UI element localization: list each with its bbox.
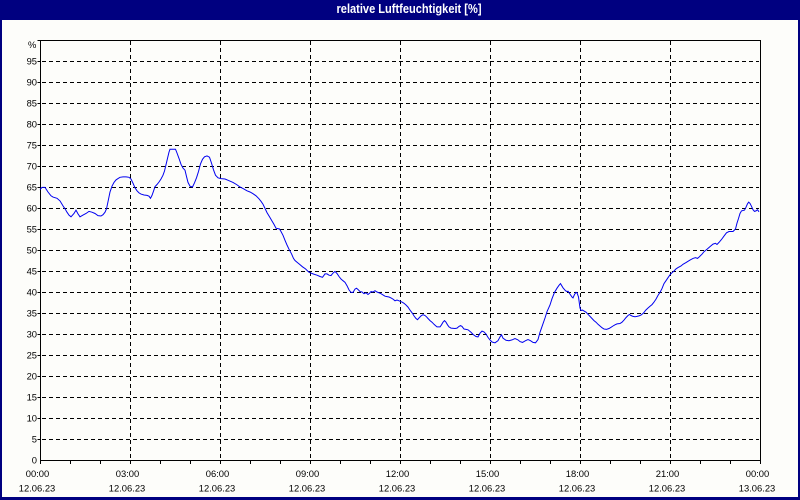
svg-text:12.06.23: 12.06.23 xyxy=(559,483,596,494)
svg-text:20: 20 xyxy=(27,371,37,382)
svg-text:90: 90 xyxy=(27,77,37,88)
svg-text:25: 25 xyxy=(27,350,37,361)
svg-text:13.06.23: 13.06.23 xyxy=(739,483,776,494)
svg-text:15:00: 15:00 xyxy=(476,468,499,479)
svg-text:12.06.23: 12.06.23 xyxy=(469,483,506,494)
svg-text:12.06.23: 12.06.23 xyxy=(19,483,56,494)
svg-text:03:00: 03:00 xyxy=(116,468,139,479)
svg-text:80: 80 xyxy=(27,119,37,130)
svg-text:12:00: 12:00 xyxy=(386,468,409,479)
svg-text:70: 70 xyxy=(27,161,37,172)
svg-text:0: 0 xyxy=(32,455,37,466)
svg-text:12.06.23: 12.06.23 xyxy=(379,483,416,494)
svg-text:06:00: 06:00 xyxy=(206,468,229,479)
svg-text:45: 45 xyxy=(27,266,37,277)
svg-text:00:00: 00:00 xyxy=(746,468,769,479)
svg-text:30: 30 xyxy=(27,329,37,340)
svg-text:18:00: 18:00 xyxy=(566,468,589,479)
svg-text:12.06.23: 12.06.23 xyxy=(289,483,326,494)
svg-text:09:00: 09:00 xyxy=(296,468,319,479)
svg-text:12.06.23: 12.06.23 xyxy=(649,483,686,494)
svg-text:50: 50 xyxy=(27,245,37,256)
svg-text:12.06.23: 12.06.23 xyxy=(199,483,236,494)
svg-text:55: 55 xyxy=(27,224,37,235)
svg-text:00:00: 00:00 xyxy=(26,468,49,479)
svg-text:5: 5 xyxy=(32,434,37,445)
svg-text:35: 35 xyxy=(27,308,37,319)
svg-text:15: 15 xyxy=(27,392,37,403)
svg-text:75: 75 xyxy=(27,140,37,151)
svg-text:60: 60 xyxy=(27,203,37,214)
svg-text:65: 65 xyxy=(27,182,37,193)
svg-text:%: % xyxy=(28,39,36,50)
svg-text:40: 40 xyxy=(27,287,37,298)
svg-text:21:00: 21:00 xyxy=(656,468,679,479)
svg-text:85: 85 xyxy=(27,98,37,109)
svg-text:95: 95 xyxy=(27,56,37,67)
svg-text:10: 10 xyxy=(27,413,37,424)
svg-text:relative Luftfeuchtigkeit [%]: relative Luftfeuchtigkeit [%] xyxy=(337,1,482,16)
svg-text:12.06.23: 12.06.23 xyxy=(109,483,146,494)
